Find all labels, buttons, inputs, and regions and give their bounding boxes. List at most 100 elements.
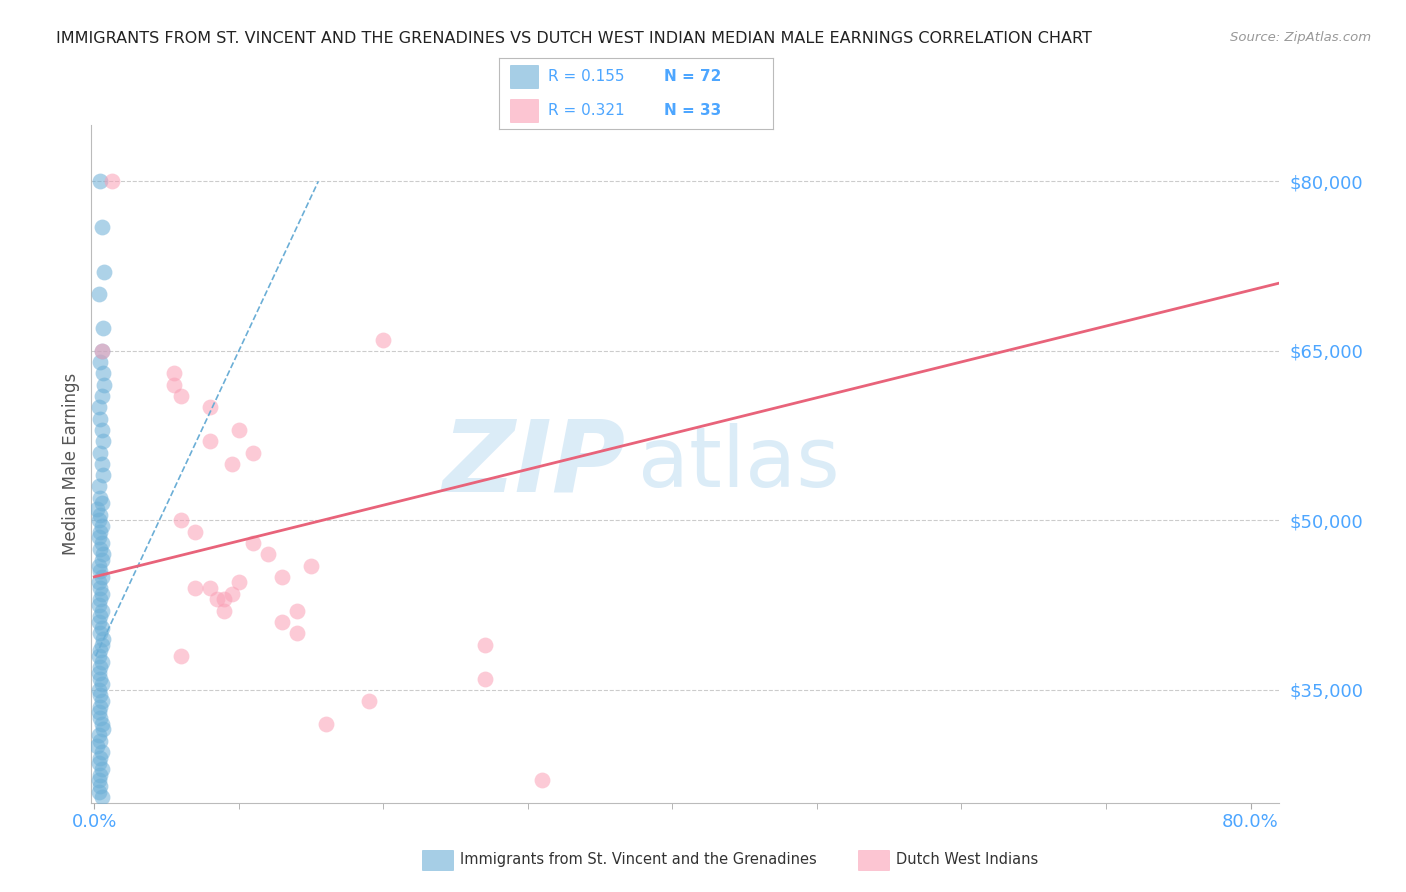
Text: atlas: atlas bbox=[638, 424, 839, 504]
Text: IMMIGRANTS FROM ST. VINCENT AND THE GRENADINES VS DUTCH WEST INDIAN MEDIAN MALE : IMMIGRANTS FROM ST. VINCENT AND THE GREN… bbox=[56, 31, 1092, 46]
Point bbox=[242, 445, 264, 459]
Point bbox=[87, 513, 110, 527]
Point bbox=[89, 564, 111, 578]
Text: Dutch West Indians: Dutch West Indians bbox=[896, 853, 1038, 867]
FancyBboxPatch shape bbox=[510, 99, 537, 122]
Point bbox=[90, 621, 112, 635]
Point bbox=[89, 491, 111, 505]
Point bbox=[221, 587, 243, 601]
Point bbox=[89, 733, 111, 747]
Text: R = 0.155: R = 0.155 bbox=[548, 69, 626, 84]
Point bbox=[93, 265, 115, 279]
Point bbox=[91, 723, 114, 737]
Point bbox=[86, 502, 108, 516]
Point bbox=[299, 558, 322, 573]
Point bbox=[90, 655, 112, 669]
Point bbox=[214, 604, 236, 618]
Text: Immigrants from St. Vincent and the Grenadines: Immigrants from St. Vincent and the Gren… bbox=[460, 853, 817, 867]
Point bbox=[87, 598, 110, 612]
Point bbox=[90, 716, 112, 731]
Point bbox=[474, 638, 496, 652]
Point bbox=[89, 541, 111, 556]
Point bbox=[86, 739, 108, 754]
Point bbox=[163, 377, 186, 392]
Point bbox=[285, 626, 308, 640]
Point bbox=[198, 434, 221, 449]
Point bbox=[198, 581, 221, 595]
Point bbox=[89, 581, 111, 595]
Point bbox=[90, 536, 112, 550]
Point bbox=[87, 648, 110, 663]
Point bbox=[90, 343, 112, 358]
Point bbox=[90, 457, 112, 471]
Point bbox=[90, 219, 112, 234]
Point bbox=[91, 367, 114, 381]
Point bbox=[87, 530, 110, 544]
Point bbox=[90, 519, 112, 533]
Point bbox=[89, 626, 111, 640]
Point bbox=[89, 508, 111, 522]
Point bbox=[90, 677, 112, 691]
Point bbox=[256, 547, 278, 561]
Point bbox=[228, 575, 250, 590]
Point bbox=[228, 423, 250, 437]
Point bbox=[90, 745, 112, 759]
Point bbox=[89, 711, 111, 725]
Point bbox=[91, 321, 114, 335]
Point bbox=[87, 575, 110, 590]
Point bbox=[90, 423, 112, 437]
Point bbox=[373, 333, 395, 347]
Point bbox=[90, 570, 112, 584]
Point bbox=[271, 570, 294, 584]
Point bbox=[214, 592, 236, 607]
Point bbox=[87, 558, 110, 573]
Point bbox=[90, 638, 112, 652]
Point bbox=[87, 756, 110, 771]
Text: N = 72: N = 72 bbox=[664, 69, 721, 84]
Point bbox=[531, 773, 554, 788]
Point bbox=[163, 367, 186, 381]
Point bbox=[89, 779, 111, 793]
Point bbox=[87, 479, 110, 493]
Point bbox=[87, 706, 110, 720]
Point bbox=[90, 343, 112, 358]
Point bbox=[89, 689, 111, 703]
Point bbox=[221, 457, 243, 471]
Text: R = 0.321: R = 0.321 bbox=[548, 103, 626, 119]
Point bbox=[170, 648, 193, 663]
Point bbox=[87, 773, 110, 788]
Point bbox=[91, 547, 114, 561]
Point bbox=[474, 672, 496, 686]
Point bbox=[91, 434, 114, 449]
Point bbox=[100, 174, 122, 188]
Point bbox=[87, 682, 110, 697]
Point bbox=[89, 355, 111, 369]
Point bbox=[89, 592, 111, 607]
Point bbox=[87, 784, 110, 798]
Point bbox=[184, 581, 207, 595]
Point bbox=[87, 287, 110, 301]
Point bbox=[170, 389, 193, 403]
Point bbox=[271, 615, 294, 629]
Point bbox=[87, 401, 110, 415]
Point bbox=[184, 524, 207, 539]
Y-axis label: Median Male Earnings: Median Male Earnings bbox=[62, 373, 80, 555]
FancyBboxPatch shape bbox=[510, 65, 537, 88]
Point bbox=[90, 790, 112, 805]
Point bbox=[89, 174, 111, 188]
Point bbox=[89, 609, 111, 624]
Point bbox=[87, 728, 110, 742]
Point bbox=[90, 496, 112, 510]
Point bbox=[89, 672, 111, 686]
Point bbox=[89, 643, 111, 657]
Point bbox=[90, 762, 112, 776]
Text: Source: ZipAtlas.com: Source: ZipAtlas.com bbox=[1230, 31, 1371, 45]
Point bbox=[93, 377, 115, 392]
Point bbox=[89, 445, 111, 459]
Point bbox=[90, 604, 112, 618]
Point bbox=[198, 401, 221, 415]
Point bbox=[285, 604, 308, 618]
Text: ZIP: ZIP bbox=[443, 416, 626, 512]
Point bbox=[315, 716, 337, 731]
Text: N = 33: N = 33 bbox=[664, 103, 721, 119]
